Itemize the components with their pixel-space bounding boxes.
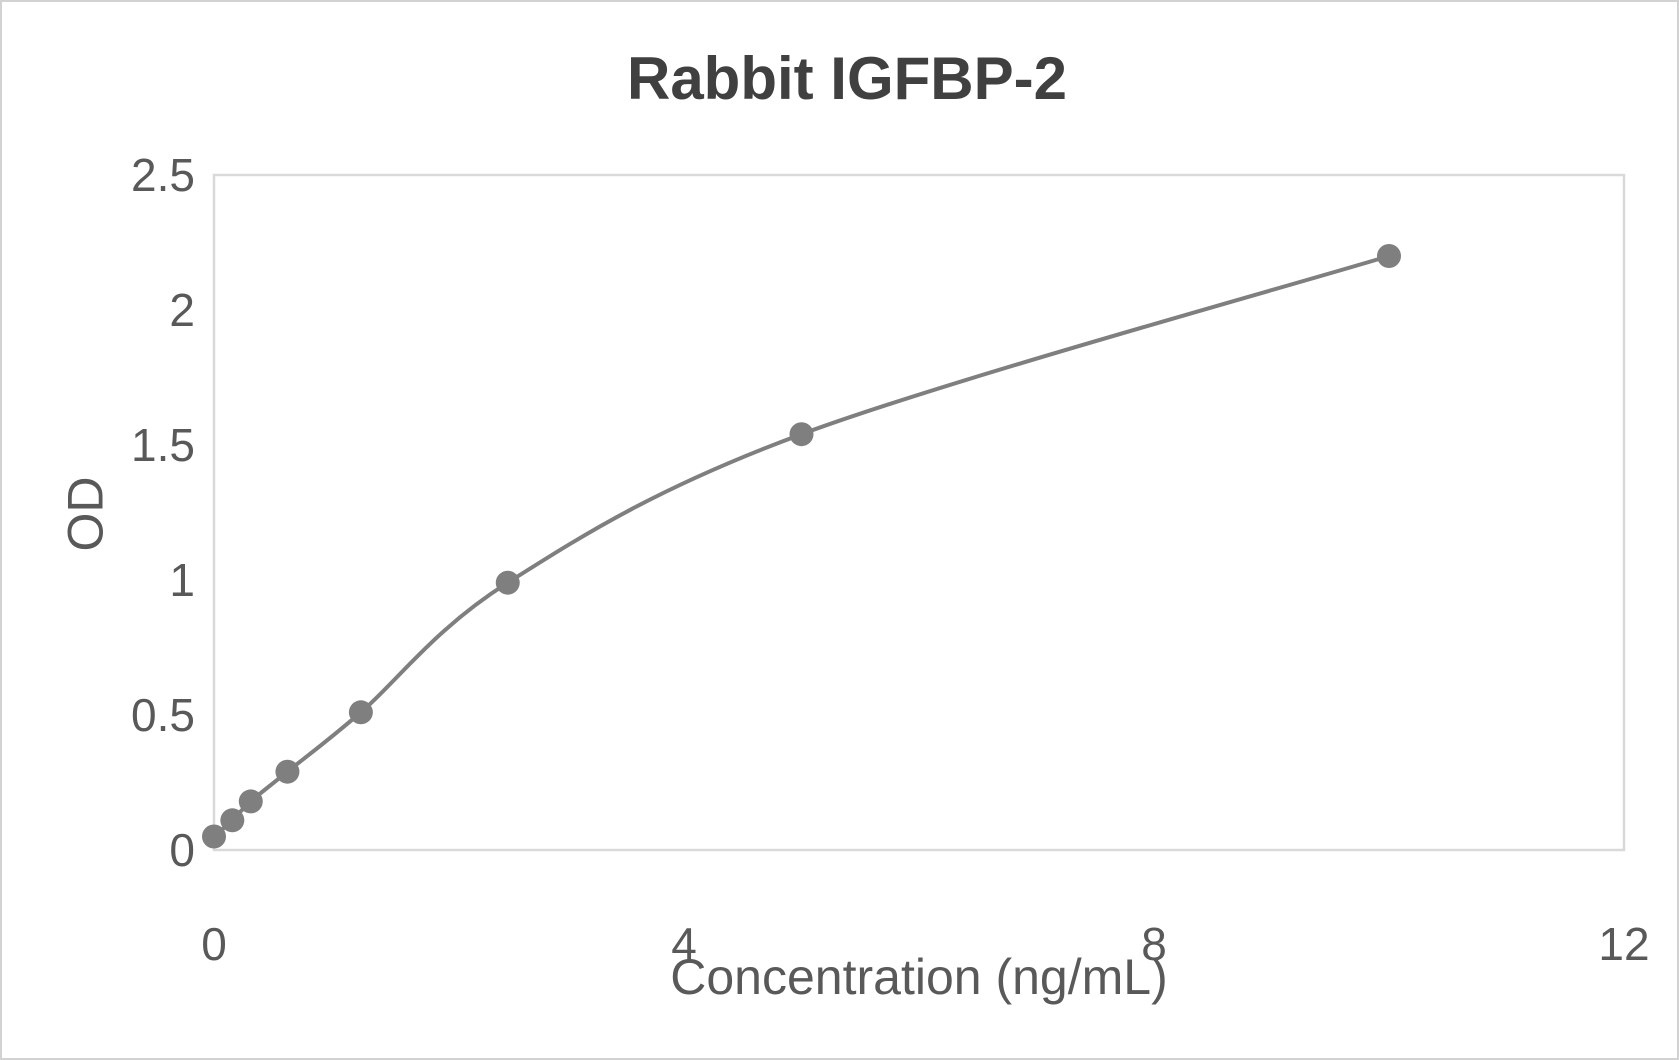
y-axis-tick-labels: 0 0.5 1 1.5 2 2.5 [131,149,195,876]
x-tick-label-4: 4 [671,918,697,970]
standard-curve-point-0 [202,824,226,849]
y-tick-label-0: 0 [169,824,195,876]
plot-area-frame [212,173,1626,852]
x-tick-label-0: 0 [201,918,227,970]
x-axis-tick-labels: 0 4 8 12 [201,918,1649,970]
standard-curve-point-10 [1377,244,1401,268]
y-tick-label-1.5: 1.5 [131,419,195,471]
standard-curve-point-5 [789,422,814,447]
y-axis-title: OD [58,477,114,552]
standard-curve-point-1.25 [348,700,373,725]
y-tick-label-2: 2 [169,284,195,336]
standard-curve-point-0.313 [238,789,263,814]
y-tick-label-0.5: 0.5 [131,689,195,741]
standard-curve-line [212,254,1391,839]
x-tick-label-8: 8 [1141,918,1167,970]
standard-curve-point-2.5 [495,570,520,595]
standard-curve-point-0.156 [220,808,245,833]
y-tick-label-2.5: 2.5 [131,149,195,201]
standard-curve-point-0.625 [275,759,300,784]
chart-title: Rabbit IGFBP-2 [627,45,1067,112]
series-standard-curve [202,244,1401,849]
x-axis-title: Concentration (ng/mL) [670,949,1167,1005]
x-tick-label-12: 12 [1598,918,1649,970]
y-tick-label-1: 1 [169,554,195,606]
